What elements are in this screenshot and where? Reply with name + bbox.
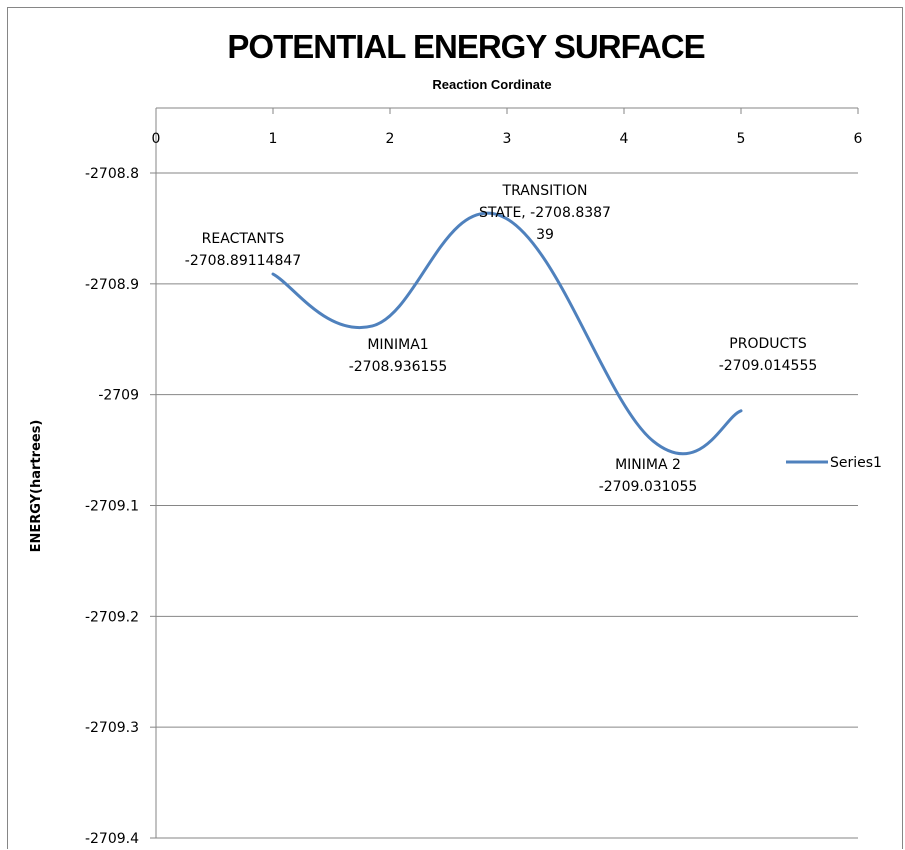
x-tick-label: 4 xyxy=(620,131,629,147)
y-tick-label: -2709.4 xyxy=(85,831,139,847)
y-tick-label: -2709.2 xyxy=(85,609,139,625)
y-tick-label: -2708.9 xyxy=(85,277,139,293)
x-tick-label: 1 xyxy=(269,131,278,147)
legend-label: Series1 xyxy=(830,455,882,471)
series-line xyxy=(271,211,743,456)
data-label: -2709.014555 xyxy=(719,358,818,374)
x-tick-label: 0 xyxy=(152,131,161,147)
tick-labels: -2708.8 -2708.9 -2709 -2709.1 -2709.2 -2709.3… xyxy=(85,131,863,847)
data-label: MINIMA1 xyxy=(367,337,428,353)
x-axis-title: Reaction Cordinate xyxy=(432,77,551,92)
data-label: MINIMA 2 xyxy=(615,457,681,473)
data-labels: REACTANTS -2708.89114847 MINIMA1 -2708.9361… xyxy=(185,183,817,495)
data-label: TRANSITION xyxy=(502,183,588,199)
data-label: STATE, -2708.8387 xyxy=(479,205,611,221)
y-tick-label: -2709.1 xyxy=(85,499,139,515)
y-tick-label: -2708.8 xyxy=(85,166,139,182)
axes xyxy=(150,107,859,839)
chart-title: POTENTIAL ENERGY SURFACE xyxy=(227,28,704,65)
x-tick-label: 6 xyxy=(854,131,863,147)
y-tick-label: -2709 xyxy=(98,388,139,404)
data-label: REACTANTS xyxy=(202,231,285,247)
series-lines xyxy=(271,211,743,456)
y-tick-label: -2709.3 xyxy=(85,720,139,736)
data-label: 39 xyxy=(536,227,554,243)
data-label: -2709.031055 xyxy=(599,479,698,495)
y-axis-title: ENERGY(hartrees) xyxy=(29,420,44,553)
x-tick-label: 5 xyxy=(737,131,746,147)
data-label: PRODUCTS xyxy=(729,336,807,352)
data-label: -2708.936155 xyxy=(349,359,448,375)
x-tick-label: 2 xyxy=(386,131,395,147)
data-label: -2708.89114847 xyxy=(185,253,301,269)
x-tick-label: 3 xyxy=(503,131,512,147)
gridlines xyxy=(156,172,858,839)
legend: Series1 xyxy=(786,455,882,471)
